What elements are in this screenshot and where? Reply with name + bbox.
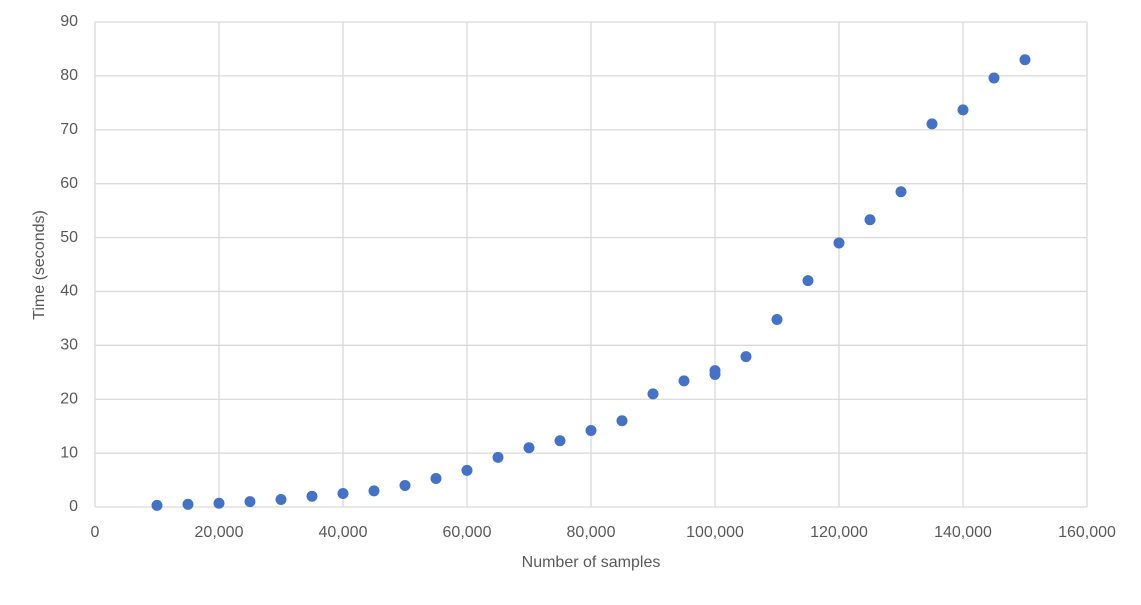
y-tick-label: 20 <box>60 390 78 407</box>
point <box>492 451 504 463</box>
y-tick-label: 0 <box>69 498 78 515</box>
y-tick-label: 70 <box>60 121 78 138</box>
point <box>430 472 442 484</box>
point <box>244 496 256 508</box>
point <box>771 313 783 325</box>
x-tick-label: 80,000 <box>567 524 616 541</box>
y-tick-label: 90 <box>60 13 78 30</box>
point <box>864 214 876 226</box>
y-axis-label: Time (seconds) <box>31 210 48 320</box>
point <box>461 464 473 476</box>
y-tick-label: 50 <box>60 229 78 246</box>
x-axis-label: Number of samples <box>522 554 661 571</box>
point <box>802 275 814 287</box>
point <box>182 498 194 510</box>
point <box>585 424 597 436</box>
point <box>275 493 287 505</box>
point <box>523 442 535 454</box>
point <box>616 415 628 427</box>
point <box>988 72 1000 84</box>
x-tick-label: 40,000 <box>319 524 368 541</box>
y-tick-label: 60 <box>60 175 78 192</box>
point <box>337 488 349 500</box>
point <box>926 118 938 130</box>
point <box>368 485 380 497</box>
x-tick-label: 160,000 <box>1058 524 1116 541</box>
point <box>306 490 318 502</box>
point <box>740 351 752 363</box>
point <box>151 499 163 511</box>
y-tick-label: 40 <box>60 283 78 300</box>
point <box>554 435 566 447</box>
x-tick-label: 60,000 <box>443 524 492 541</box>
x-tick-label: 120,000 <box>810 524 868 541</box>
point <box>709 368 721 380</box>
point <box>833 237 845 249</box>
y-tick-label: 30 <box>60 337 78 354</box>
x-tick-label: 100,000 <box>686 524 744 541</box>
point <box>895 186 907 198</box>
point <box>647 388 659 400</box>
x-tick-label: 0 <box>91 524 100 541</box>
point <box>213 497 225 509</box>
point <box>1019 54 1031 66</box>
point <box>957 104 969 116</box>
y-tick-label: 80 <box>60 67 78 84</box>
x-tick-label: 20,000 <box>195 524 244 541</box>
y-tick-label: 10 <box>60 444 78 461</box>
x-tick-label: 140,000 <box>934 524 992 541</box>
point <box>399 479 411 491</box>
point <box>678 375 690 387</box>
